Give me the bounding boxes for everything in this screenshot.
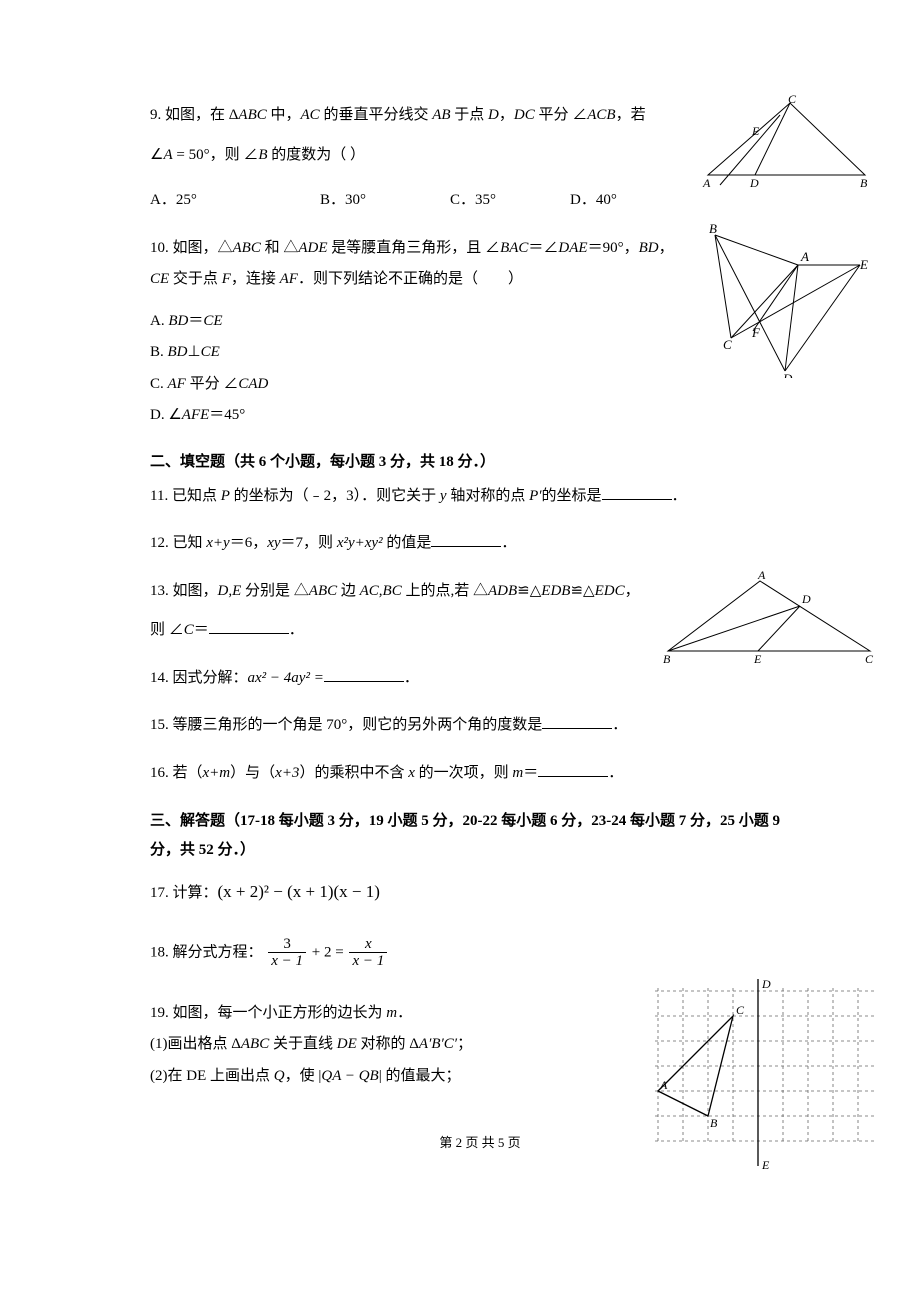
svg-text:C: C [736,1003,745,1017]
q9-stem-b: 中， [267,107,301,123]
question-15: 15. 等腰三角形的一个角是 70°，则它的另外两个角的度数是． [150,710,810,742]
q10-optB: B. BD⊥CE [150,337,360,369]
section-2-header: 二、填空题（共 6 个小题，每小题 3 分，共 18 分．） [150,450,810,471]
question-18: 18. 解分式方程： 3 x − 1 + 2 = x x − 1 [150,936,810,970]
svg-text:E: E [751,124,760,138]
question-14: 14. 因式分解：ax² − 4ay² =． [150,663,810,695]
section-3-header: 三、解答题（17-18 每小题 3 分，19 小题 5 分，20-22 每小题 … [150,807,810,864]
q9-stem-e: ， [499,107,514,123]
q9-l2b: = 50°，则 ∠ [173,147,259,163]
q9-ac: AC [301,107,320,123]
svg-text:A: A [757,571,766,582]
q15-blank [542,713,612,729]
question-9: 9. 如图，在 ΔABC 中，AC 的垂直平分线交 AB 于点 D，DC 平分 … [150,100,810,217]
q9-optC: C．35° [450,185,570,217]
q9-stem-d: 于点 [451,107,489,123]
q9-stem-f: 平分 ∠ [535,107,588,123]
q9-A: A [163,147,172,163]
svg-text:D: D [782,371,793,378]
q10-options-row1: A. BD＝CE B. BD⊥CE [150,306,570,369]
q13-figure: A B C D E [660,571,880,666]
q10-options-row2: C. AF 平分 ∠CAD D. ∠AFE＝45° [150,369,570,432]
question-17: 17. 计算：(x + 2)² − (x + 1)(x − 1) [150,874,810,910]
svg-text:C: C [723,337,732,352]
q14-blank [324,666,404,682]
question-10: 10. 如图，△ABC 和 △ADE 是等腰直角三角形，且 ∠BAC＝∠DAE＝… [150,233,810,432]
q9-optB: B．30° [320,185,450,217]
q10-figure: B A E C D F [695,223,870,378]
question-13: 13. 如图，D,E 分别是 △ABC 边 AC,BC 上的点,若 △ADB≌△… [150,576,810,647]
q9-acb: ACB [587,107,615,123]
svg-text:B: B [709,223,717,236]
q18-frac1: 3 x − 1 [268,936,306,970]
q9-l2a: ∠ [150,147,163,163]
question-11: 11. 已知点 P 的坐标为（﹣2，3）．则它关于 y 轴对称的点 P′的坐标是… [150,481,810,513]
q13-blank [209,618,289,634]
svg-text:E: E [859,257,868,272]
q9-figure: A B C D E [700,95,870,190]
svg-text:C: C [788,95,797,106]
q9-d: D [488,107,499,123]
svg-text:C: C [865,652,874,666]
svg-text:D: D [749,176,759,190]
svg-text:A: A [800,249,809,264]
svg-text:E: E [761,1158,770,1172]
q9-optD: D．40° [570,185,617,217]
q11-blank [602,484,672,500]
q9-optA: A．25° [150,185,320,217]
q9-stem-g: ，若 [616,107,646,123]
svg-text:D: D [761,977,771,991]
q18-frac2: x x − 1 [349,936,387,970]
question-12: 12. 已知 x+y＝6，xy＝7，则 x²y+xy² 的值是． [150,528,810,560]
q9-B: B [258,147,267,163]
svg-text:D: D [801,592,811,606]
q9-l2c: 的度数为（ ） [268,147,366,163]
svg-text:F: F [751,325,761,340]
svg-text:B: B [860,176,868,190]
q10-optA: A. BD＝CE [150,306,370,338]
svg-text:A: A [659,1078,668,1092]
svg-text:B: B [710,1116,718,1130]
q9-stem-c: 的垂直平分线交 [320,107,433,123]
question-19: 19. 如图，每一个小正方形的边长为 m． (1)画出格点 ΔABC 关于直线 … [150,998,810,1093]
q9-abc: ABC [238,107,266,123]
question-16: 16. 若（x+m）与（x+3）的乘积中不含 x 的一次项，则 m＝． [150,758,810,790]
svg-text:A: A [702,176,711,190]
q9-stem-a: 9. 如图，在 Δ [150,107,238,123]
q10-optD: D. ∠AFE＝45° [150,400,360,432]
q9-ab: AB [432,107,450,123]
q16-blank [538,761,608,777]
q10-optC: C. AF 平分 ∠CAD [150,369,370,401]
q19-figure: D E A B C [650,976,880,1176]
q12-blank [431,531,501,547]
q9-dc: DC [514,107,535,123]
